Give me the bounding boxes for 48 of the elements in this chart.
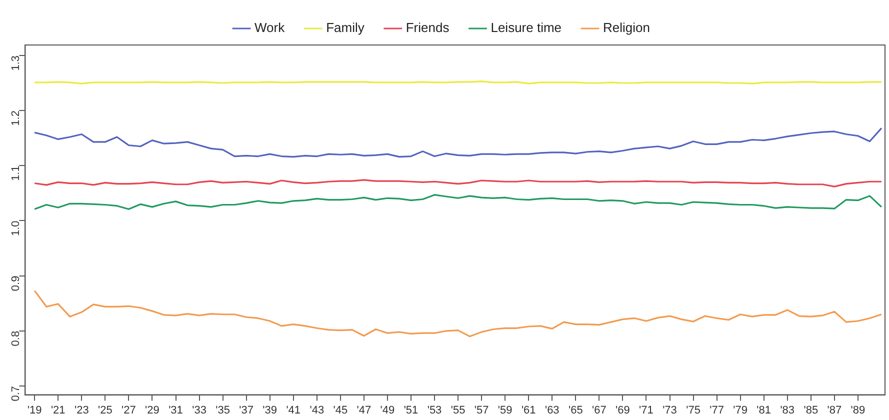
- x-tick-label: '49: [380, 404, 395, 416]
- x-tick-label: '27: [122, 404, 136, 416]
- y-tick-label: 0.9: [10, 276, 22, 292]
- x-tick-label: '79: [733, 404, 748, 416]
- x-tick-label: '69: [616, 404, 630, 416]
- y-tick-label: 1.1: [10, 166, 22, 181]
- x-tick-label: '31: [168, 404, 183, 416]
- x-tick-label: '23: [74, 404, 89, 416]
- x-tick-label: '57: [474, 404, 489, 416]
- x-tick-label: '33: [192, 404, 206, 416]
- x-tick-label: '73: [662, 404, 677, 416]
- x-tick-label: '51: [404, 404, 418, 416]
- x-tick-label: '53: [427, 404, 442, 416]
- y-tick-label: 1.0: [10, 220, 22, 236]
- x-tick-label: '71: [639, 404, 654, 416]
- x-tick-label: '59: [498, 404, 512, 416]
- x-tick-label: '63: [544, 404, 560, 416]
- x-tick-label: '85: [804, 404, 818, 416]
- legend-label: Religion: [603, 20, 650, 36]
- x-tick-label: '75: [686, 404, 700, 416]
- x-tick-label: '77: [710, 404, 724, 416]
- legend-label: Friends: [406, 20, 450, 36]
- x-tick-label: '67: [592, 404, 606, 416]
- x-tick-label: '61: [521, 404, 536, 416]
- y-tick-label: 0.8: [10, 330, 22, 346]
- x-tick-label: '37: [239, 404, 254, 416]
- x-tick-label: '25: [98, 404, 112, 416]
- x-tick-label: '19: [27, 404, 42, 416]
- x-tick-label: '55: [450, 404, 466, 416]
- legend-label: Family: [326, 20, 365, 36]
- x-tick-label: '35: [216, 404, 230, 416]
- y-tick-label: 1.2: [10, 110, 22, 126]
- x-tick-label: '81: [756, 404, 772, 416]
- x-tick-label: '83: [780, 404, 795, 416]
- x-tick-label: '21: [50, 404, 66, 416]
- x-tick-label: '65: [568, 404, 583, 416]
- x-tick-label: '89: [850, 404, 866, 416]
- x-tick-label: '45: [333, 404, 348, 416]
- legend-label: Leisure time: [490, 20, 562, 36]
- x-tick-label: '43: [310, 404, 324, 416]
- legend-label: Work: [254, 20, 286, 36]
- x-tick-label: '39: [262, 404, 278, 416]
- y-tick-label: 0.7: [10, 386, 22, 402]
- x-tick-label: '87: [827, 404, 842, 416]
- x-tick-label: '29: [145, 404, 160, 416]
- x-tick-label: '47: [356, 404, 372, 416]
- x-tick-label: '41: [286, 404, 301, 416]
- y-tick-label: 1.3: [10, 55, 22, 71]
